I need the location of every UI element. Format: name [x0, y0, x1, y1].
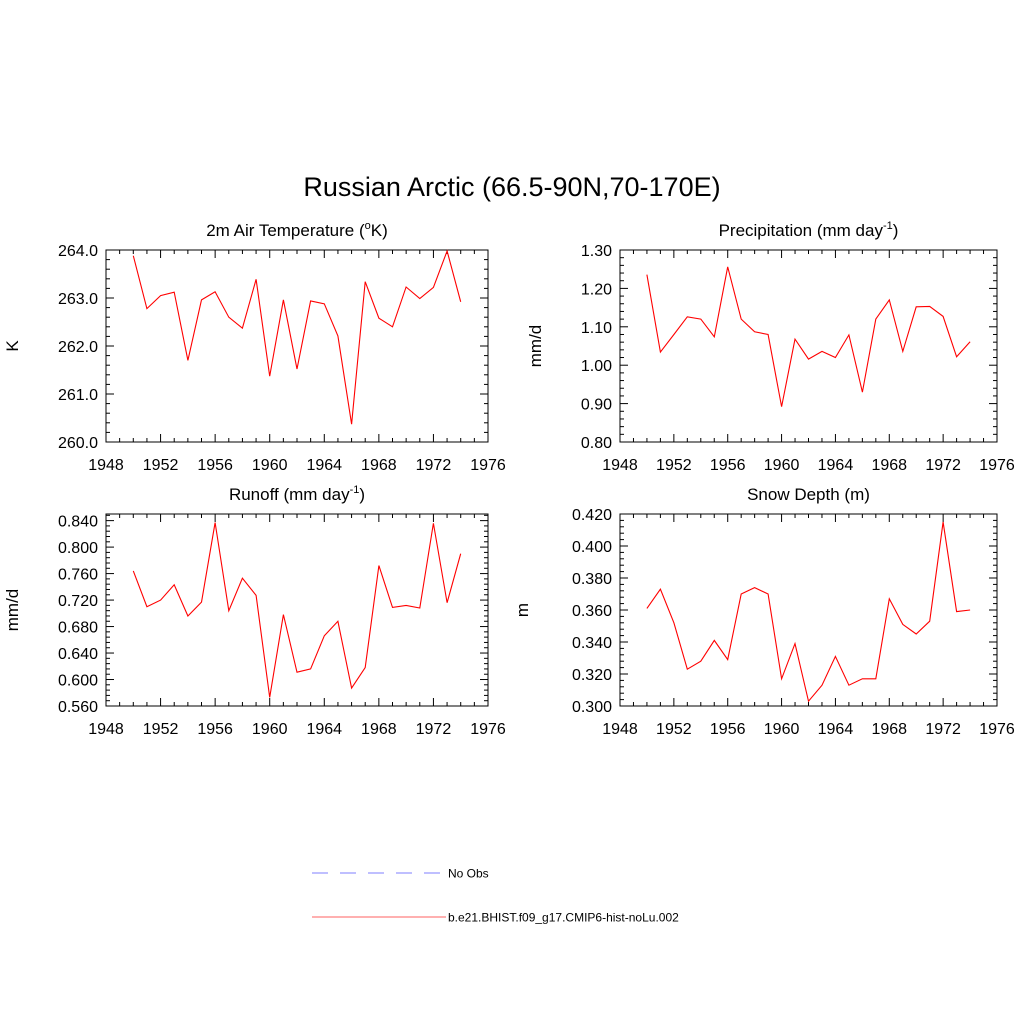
y-tick-label: 263.0: [58, 291, 98, 308]
y-tick-label: 260.0: [58, 435, 98, 452]
panel-runoff: Runoff (mm day-1) mm/d 1948 1952 1956 1960 196…: [3, 484, 506, 738]
x-tick-label: 1964: [306, 721, 342, 738]
x-tick-label: 1960: [764, 721, 800, 738]
x-tick-label: 1976: [979, 457, 1015, 474]
x-tick-label: 1952: [143, 721, 179, 738]
x-tick-label: 1976: [470, 721, 506, 738]
x-tick-label: 1964: [306, 457, 342, 474]
y-tick-label: 0.680: [58, 620, 98, 637]
y-tick-label: 1.20: [581, 281, 612, 298]
x-tick-label: 1968: [871, 457, 907, 474]
x-tick-label: 1956: [710, 457, 746, 474]
x-tick-label: 1968: [361, 721, 397, 738]
x-tick-label: 1948: [602, 721, 638, 738]
y-tick-label: 1.30: [581, 243, 612, 260]
plot-frame: [619, 249, 998, 443]
x-tick-label: 1948: [602, 457, 638, 474]
y-tick-label: 0.320: [572, 667, 612, 684]
x-tick-label: 1952: [143, 457, 179, 474]
panel-temperature: 2m Air Temperature (oK) K 1948 1952 1956 1960…: [3, 220, 506, 474]
x-tick-label: 1976: [979, 721, 1015, 738]
y-tick-label: 1.10: [581, 320, 612, 337]
x-tick-label: 1960: [252, 721, 288, 738]
y-axis-label: m: [513, 603, 532, 617]
x-tick-label: 1976: [470, 457, 506, 474]
y-tick-label: 0.800: [58, 540, 98, 557]
panel-title: 2m Air Temperature (oK): [206, 220, 388, 240]
panels: 2m Air Temperature (oK) K 1948 1952 1956 1960…: [3, 220, 1015, 738]
x-tick-label: 1972: [925, 457, 961, 474]
x-tick-label: 1972: [416, 721, 452, 738]
panel-title: Precipitation (mm day-1): [719, 220, 899, 240]
y-tick-label: 0.300: [572, 699, 612, 716]
x-tick-label: 1972: [416, 457, 452, 474]
x-tick-label: 1948: [88, 721, 124, 738]
y-tick-label: 0.560: [58, 699, 98, 716]
x-tick-label: 1952: [656, 457, 692, 474]
y-axis-label: K: [3, 340, 22, 352]
series-line: [132, 249, 462, 425]
y-tick-label: 261.0: [58, 387, 98, 404]
x-tick-label: 1956: [197, 721, 233, 738]
x-tick-label: 1964: [818, 457, 854, 474]
x-tick-label: 1960: [252, 457, 288, 474]
x-tick-label: 1968: [361, 457, 397, 474]
figure-title: Russian Arctic (66.5-90N,70-170E): [303, 172, 720, 202]
x-tick-label: 1964: [818, 721, 854, 738]
panel-snow-depth: Snow Depth (m) m 1948 1952 1956 1960 1964 1968 1…: [513, 485, 1015, 738]
y-tick-label: 0.720: [58, 593, 98, 610]
legend: No Obs b.e21.BHIST.f09_g17.CMIP6-hist-no…: [312, 867, 679, 925]
panel-title: Snow Depth (m): [747, 485, 870, 504]
panel-title: Runoff (mm day-1): [229, 484, 365, 504]
y-tick-label: 0.90: [581, 397, 612, 414]
x-tick-label: 1952: [656, 721, 692, 738]
y-tick-label: 0.760: [58, 567, 98, 584]
y-tick-label: 0.600: [58, 673, 98, 690]
y-axis-label: mm/d: [3, 589, 22, 632]
y-tick-label: 0.420: [572, 507, 612, 524]
x-tick-label: 1968: [871, 721, 907, 738]
series-line: [646, 521, 971, 703]
x-tick-label: 1956: [197, 457, 233, 474]
series-line: [132, 522, 462, 698]
x-tick-label: 1948: [88, 457, 124, 474]
series-line: [646, 266, 971, 407]
y-tick-label: 0.840: [58, 514, 98, 531]
x-tick-label: 1972: [925, 721, 961, 738]
y-tick-label: 0.400: [572, 539, 612, 556]
x-tick-label: 1956: [710, 721, 746, 738]
y-tick-label: 0.340: [572, 635, 612, 652]
legend-label-no-obs: No Obs: [448, 867, 489, 881]
y-tick-label: 0.80: [581, 435, 612, 452]
y-tick-label: 262.0: [58, 339, 98, 356]
x-tick-label: 1960: [764, 457, 800, 474]
y-tick-label: 264.0: [58, 243, 98, 260]
y-tick-label: 0.640: [58, 646, 98, 663]
legend-label-model: b.e21.BHIST.f09_g17.CMIP6-hist-noLu.002: [448, 911, 679, 925]
plot-frame: [105, 249, 489, 443]
y-tick-label: 1.00: [581, 358, 612, 375]
y-axis-label: mm/d: [526, 325, 545, 368]
y-tick-label: 0.380: [572, 571, 612, 588]
panel-precipitation: Precipitation (mm day-1) mm/d 1948 1952 1956…: [526, 220, 1015, 474]
y-tick-label: 0.360: [572, 603, 612, 620]
